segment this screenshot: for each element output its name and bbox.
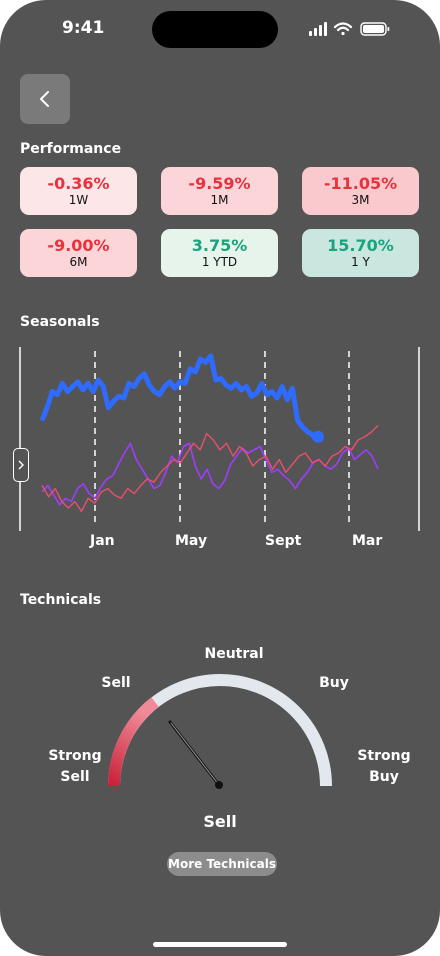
perf-card-3m[interactable]: -11.05% 3M <box>302 167 419 215</box>
performance-title: Performance <box>20 141 122 157</box>
perf-value: -11.05% <box>323 174 398 193</box>
gauge-label-strong-sell-line1: Strong <box>48 748 102 764</box>
perf-card-1w[interactable]: -0.36% 1W <box>20 167 137 215</box>
perf-card-1y[interactable]: 15.70% 1 Y <box>302 229 419 277</box>
technicals-title: Technicals <box>20 592 102 608</box>
chevron-right-icon <box>18 460 24 470</box>
series-line-3 <box>41 425 379 513</box>
gauge-label-strong-sell: Strong Sell <box>42 746 108 788</box>
gauge-sell-segment <box>107 697 159 787</box>
perf-card-ytd[interactable]: 3.75% 1 YTD <box>161 229 278 277</box>
seasonals-title: Seasonals <box>20 314 100 330</box>
technicals-gauge <box>40 640 400 800</box>
perf-label: 3M <box>351 193 370 207</box>
back-button[interactable] <box>20 74 70 124</box>
gauge-label-strong-buy-line1: Strong <box>357 748 411 764</box>
perf-value: -9.59% <box>188 174 251 193</box>
gauge-track <box>108 674 332 787</box>
series-line-2 <box>41 442 379 506</box>
month-label-jan: Jan <box>90 533 115 549</box>
perf-value: 3.75% <box>191 236 248 255</box>
gauge-label-neutral: Neutral <box>204 646 264 662</box>
month-label-mar: Mar <box>352 533 383 549</box>
perf-label: 6M <box>69 255 88 269</box>
home-indicator[interactable] <box>153 942 287 947</box>
month-label-may: May <box>175 533 208 549</box>
status-time: 9:41 <box>62 18 105 38</box>
wifi-icon <box>333 22 353 36</box>
perf-label: 1W <box>68 193 89 207</box>
gauge-label-strong-buy-line2: Buy <box>369 769 399 785</box>
perf-card-6m[interactable]: -9.00% 6M <box>20 229 137 277</box>
series-line-1 <box>39 353 319 440</box>
perf-label: 1 Y <box>351 255 370 269</box>
technicals-result: Sell <box>203 812 237 831</box>
chevron-left-icon <box>40 91 49 107</box>
perf-value: -9.00% <box>47 236 110 255</box>
signal-icon <box>309 22 327 36</box>
perf-card-1m[interactable]: -9.59% 1M <box>161 167 278 215</box>
perf-label: 1 YTD <box>201 255 238 269</box>
gauge-label-strong-buy: Strong Buy <box>351 746 417 788</box>
status-icons <box>306 20 390 40</box>
battery-icon <box>360 22 390 36</box>
gauge-label-strong-sell-line2: Sell <box>60 769 90 785</box>
gauge-pivot <box>215 781 223 789</box>
seasonals-chart[interactable] <box>13 345 422 555</box>
more-technicals-button[interactable]: More Technicals <box>167 852 277 876</box>
month-label-sept: Sept <box>265 533 302 549</box>
perf-value: 15.70% <box>327 236 394 255</box>
seasonals-chart-svg <box>19 347 420 531</box>
gauge-label-buy: Buy <box>319 675 349 691</box>
series-end-point <box>312 430 324 443</box>
perf-value: -0.36% <box>47 174 110 193</box>
chart-drag-handle[interactable] <box>13 448 29 482</box>
dynamic-island <box>152 11 278 48</box>
perf-label: 1M <box>210 193 229 207</box>
gauge-label-sell: Sell <box>101 675 131 691</box>
